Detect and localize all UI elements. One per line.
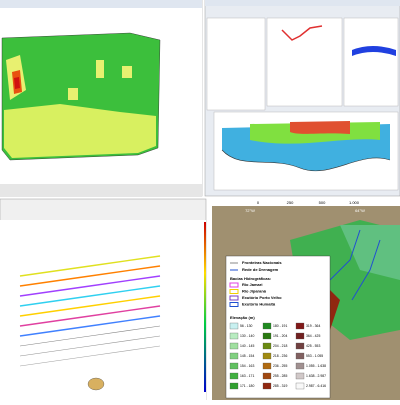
elevation-label: 285 - 319 bbox=[273, 384, 287, 388]
elevation-swatch bbox=[295, 352, 305, 360]
elevation-label: 180 - 191 bbox=[273, 324, 287, 328]
transect bbox=[19, 275, 161, 297]
mosaic-patch bbox=[14, 77, 20, 89]
legend-swatch bbox=[229, 302, 239, 307]
profile-bed bbox=[221, 149, 391, 172]
mosaic-patch bbox=[96, 60, 104, 78]
elevation-label: 163 - 171 bbox=[240, 374, 254, 378]
legend-swatch bbox=[229, 289, 239, 294]
transect bbox=[19, 305, 161, 327]
legend-box bbox=[225, 255, 331, 399]
transect bbox=[19, 335, 161, 357]
legend-swatch bbox=[229, 282, 239, 288]
mosaic-low bbox=[4, 104, 156, 158]
elevation-swatch bbox=[295, 322, 305, 330]
plot-trace bbox=[352, 46, 396, 56]
window-transects bbox=[0, 198, 207, 401]
elevation-label: 236 - 255 bbox=[273, 364, 287, 368]
window-analysis bbox=[204, 0, 400, 197]
island bbox=[87, 377, 105, 391]
elevation-label: 218 - 236 bbox=[273, 354, 287, 358]
status-bar bbox=[0, 184, 202, 196]
elevation-label: 2.987 - 6.416 bbox=[306, 384, 326, 388]
legend: Fronteiras Nacionais Rede de Drenagem Baci… bbox=[229, 260, 326, 390]
plot-panel bbox=[343, 17, 399, 107]
elevation-swatch bbox=[262, 332, 272, 340]
elevation-swatch bbox=[229, 372, 239, 380]
elevation-swatch bbox=[229, 352, 239, 360]
canvas bbox=[0, 220, 206, 400]
layer-tree bbox=[206, 17, 266, 111]
elevation-label: 319 - 364 bbox=[306, 324, 320, 328]
elevation-label: 154 - 163 bbox=[240, 364, 254, 368]
elevation-label: 364 - 425 bbox=[306, 334, 320, 338]
elevation-label: 171 - 180 bbox=[240, 384, 254, 388]
transects bbox=[19, 255, 161, 367]
toolbar bbox=[205, 0, 400, 6]
elevation-swatch bbox=[229, 382, 239, 390]
basin-area bbox=[340, 225, 400, 280]
legend-label: Exutório Humaitá bbox=[242, 302, 276, 307]
transect bbox=[19, 325, 161, 347]
toolbar bbox=[0, 0, 202, 8]
transect bbox=[19, 345, 161, 367]
elevation-label: 130 - 140 bbox=[240, 334, 254, 338]
legend-swatch bbox=[229, 295, 239, 301]
elevation-label: 204 - 218 bbox=[273, 344, 287, 348]
elevation-label: 140 - 145 bbox=[240, 344, 254, 348]
elevation-swatch bbox=[262, 382, 272, 390]
legend-label: Fronteiras Nacionais bbox=[242, 260, 282, 265]
elevation-label: 553 - 1.055 bbox=[306, 354, 323, 358]
mosaic-patch bbox=[122, 66, 132, 78]
legend-label: Rio Jiparaná bbox=[242, 289, 267, 294]
elevation-swatch bbox=[229, 342, 239, 350]
coordinate-label: 64°W bbox=[355, 208, 365, 213]
scale-label: 0 bbox=[257, 200, 260, 205]
coordinate-label: 72°W bbox=[245, 208, 255, 213]
scale-label: 500 bbox=[319, 200, 326, 205]
elevation-swatch bbox=[262, 352, 272, 360]
elevation-swatch bbox=[262, 342, 272, 350]
elevation-swatch bbox=[295, 382, 305, 390]
elevation-swatch bbox=[262, 362, 272, 370]
elevation-swatch bbox=[262, 322, 272, 330]
transect bbox=[19, 255, 161, 277]
elevation-swatch bbox=[295, 362, 305, 370]
map-panel: Fronteiras Nacionais Rede de Drenagem Baci… bbox=[212, 200, 400, 400]
elevation-label: 56 - 130 bbox=[240, 324, 253, 328]
legend-label: Rio Jamari bbox=[242, 282, 262, 287]
scale-label: 1.000 bbox=[349, 200, 360, 205]
transect bbox=[19, 295, 161, 317]
legend-heading: Bacias Hidrográficas: bbox=[230, 276, 271, 281]
elevation-swatch bbox=[229, 322, 239, 330]
scale-label: 250 bbox=[287, 200, 294, 205]
elevation-swatch bbox=[295, 372, 305, 380]
elevation-label: 425 - 553 bbox=[306, 344, 320, 348]
elevation-label: 1.055 - 1.638 bbox=[306, 364, 326, 368]
elevation-swatch bbox=[295, 332, 305, 340]
mosaic-patch bbox=[68, 88, 78, 100]
elevation-swatch bbox=[229, 332, 239, 340]
elevation-swatch bbox=[295, 342, 305, 350]
legend-heading: Elevação (m) bbox=[230, 315, 255, 320]
transect bbox=[19, 315, 161, 337]
elevation-label: 145 - 154 bbox=[240, 354, 254, 358]
elevation-swatch bbox=[262, 372, 272, 380]
elevation-label: 1.638 - 2.987 bbox=[306, 374, 326, 378]
elevation-swatch bbox=[229, 362, 239, 370]
legend-label: Exutório Porto Velho bbox=[242, 295, 282, 300]
window-mosaic bbox=[0, 0, 203, 197]
elevation-label: 255 - 285 bbox=[273, 374, 287, 378]
drainage bbox=[329, 229, 381, 301]
colorbar bbox=[204, 222, 206, 392]
legend-label: Rede de Drenagem bbox=[242, 267, 279, 272]
map-top-scale bbox=[212, 200, 400, 206]
elevation-label: 191 - 204 bbox=[273, 334, 287, 338]
plot-trace bbox=[281, 25, 323, 41]
transect bbox=[19, 285, 161, 307]
plot-panel bbox=[266, 17, 343, 107]
profile-section bbox=[290, 121, 350, 134]
transect bbox=[19, 265, 161, 287]
